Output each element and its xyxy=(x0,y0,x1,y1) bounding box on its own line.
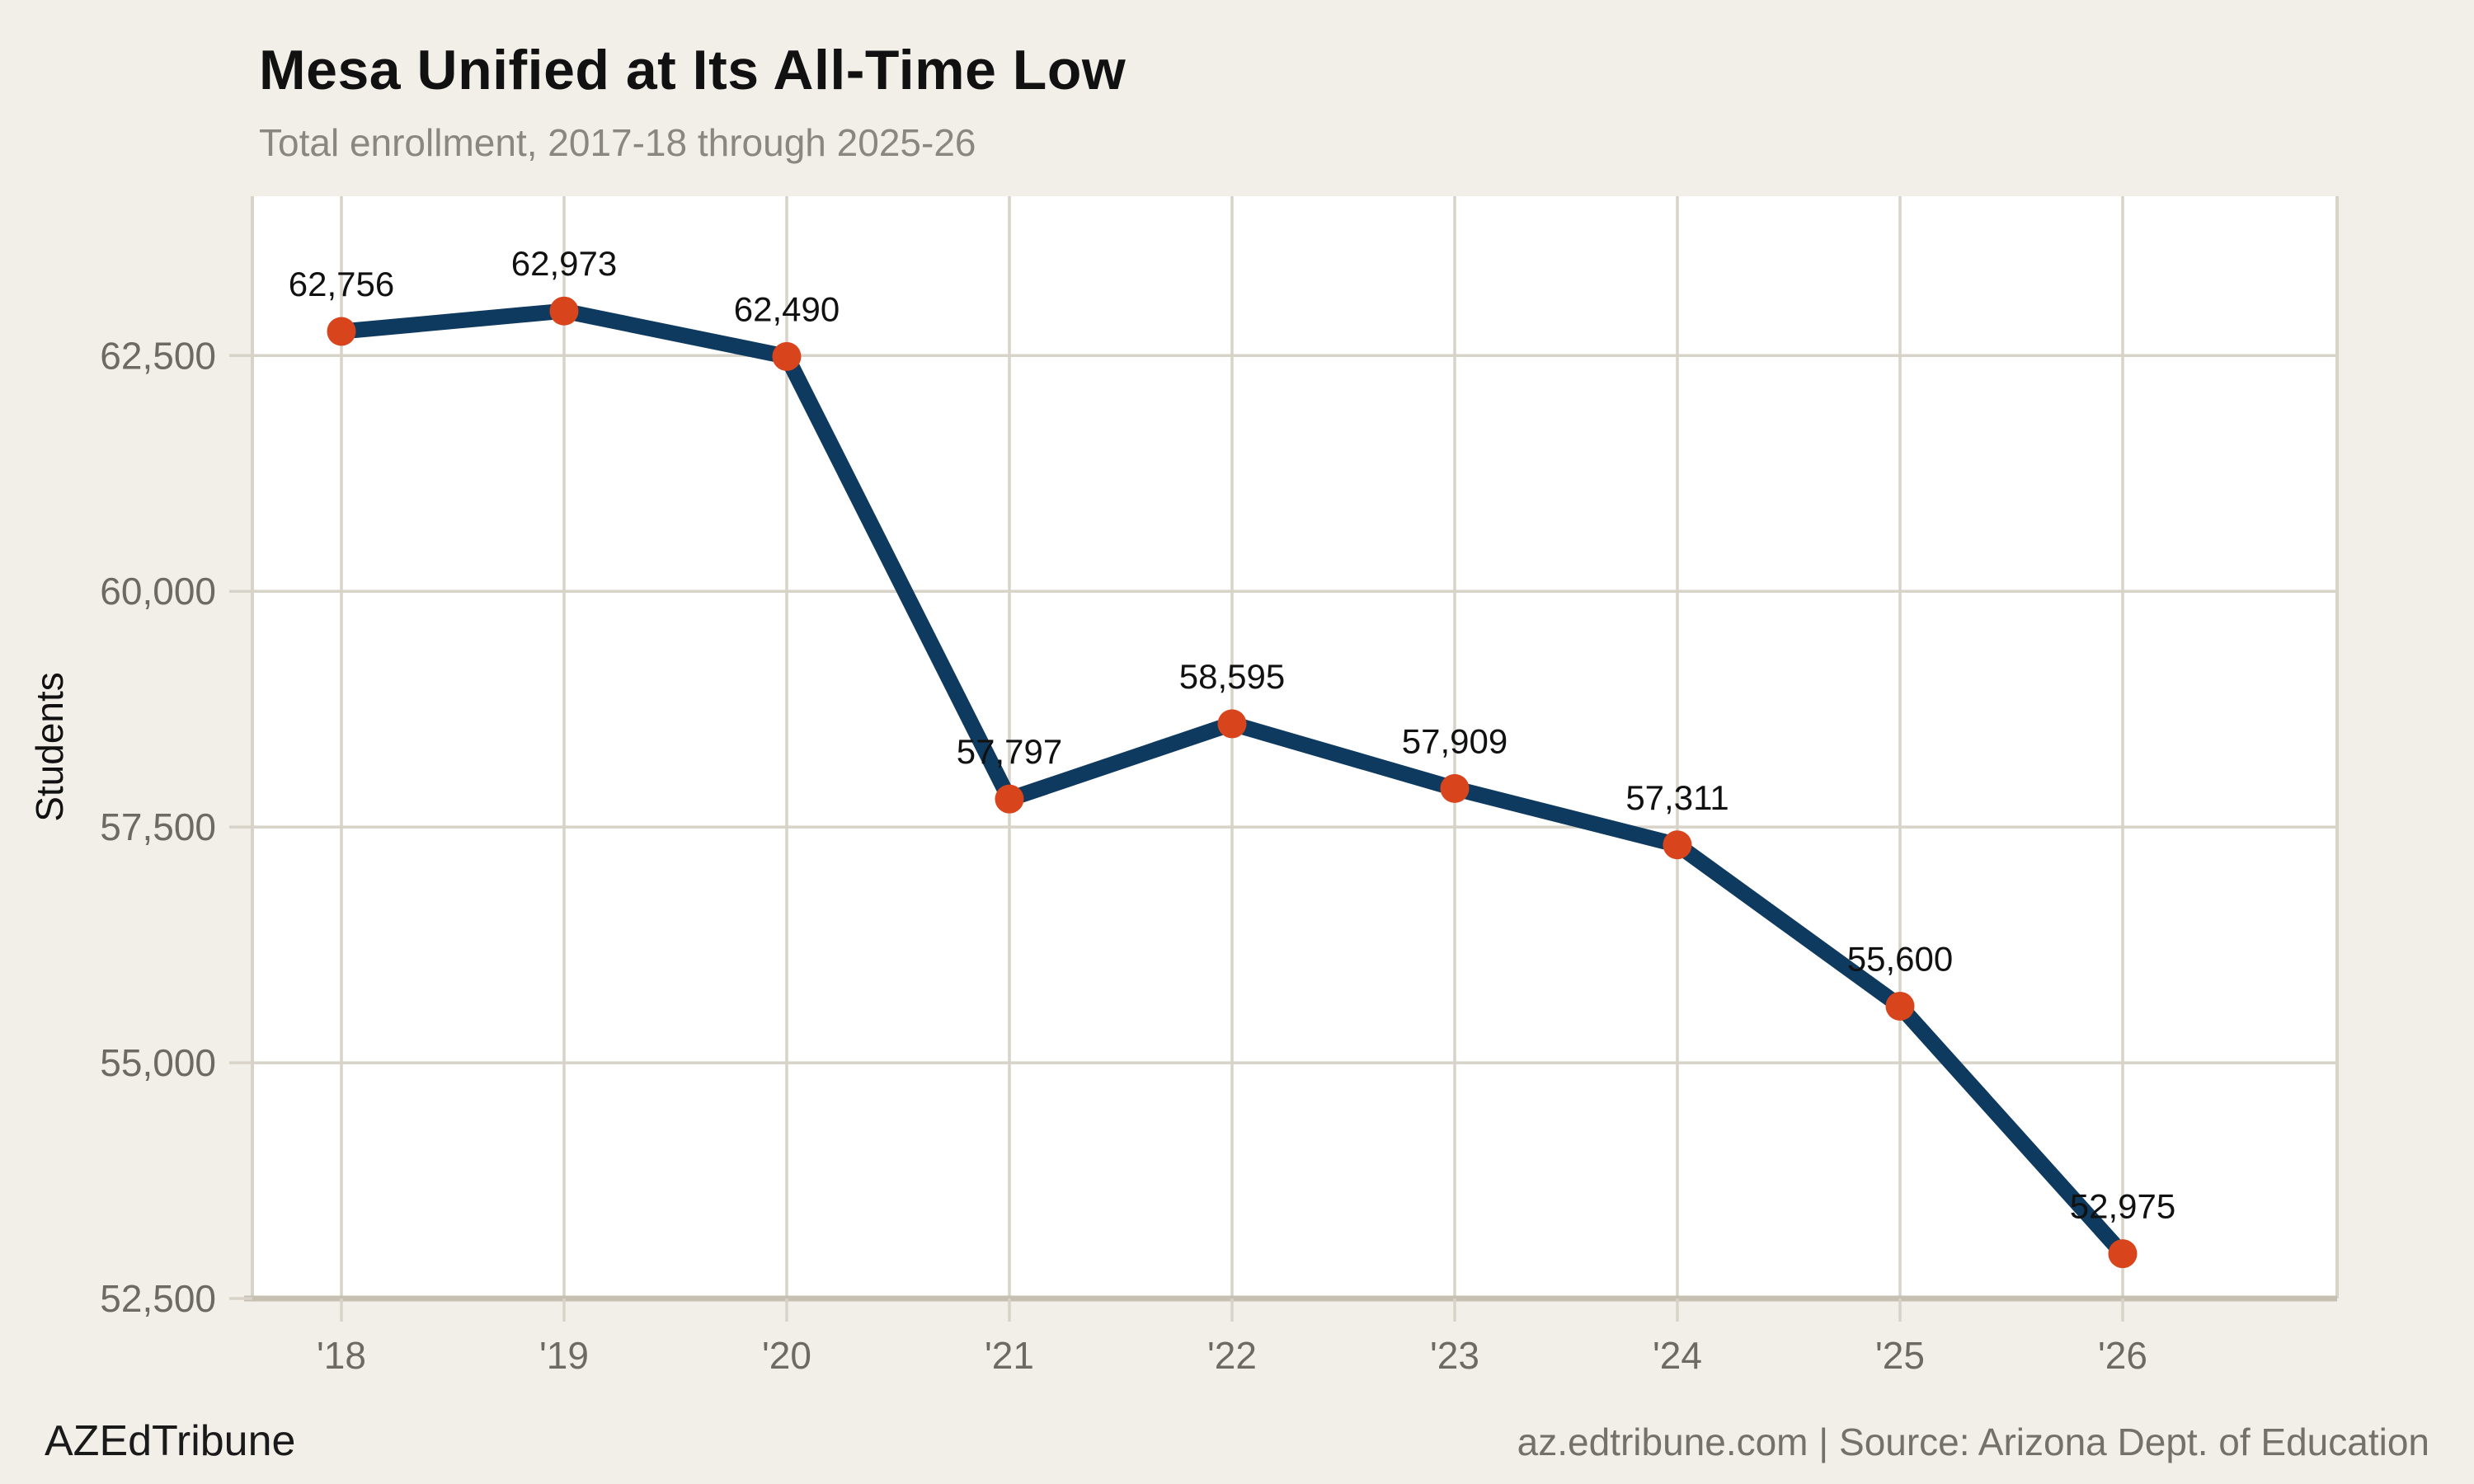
y-tick-label: 62,500 xyxy=(100,334,216,377)
chart-subtitle: Total enrollment, 2017-18 through 2025-2… xyxy=(259,121,976,164)
x-tick-label: '24 xyxy=(1653,1334,1702,1377)
data-point xyxy=(995,784,1024,814)
data-point-label: 57,909 xyxy=(1402,721,1507,760)
data-point xyxy=(2108,1239,2138,1269)
x-tick-label: '23 xyxy=(1430,1334,1479,1377)
data-point xyxy=(772,341,802,371)
footer-source: az.edtribune.com | Source: Arizona Dept.… xyxy=(1517,1421,2429,1463)
data-point xyxy=(549,296,579,326)
data-point xyxy=(1663,830,1692,860)
y-tick-label: 57,500 xyxy=(100,805,216,848)
data-point xyxy=(1217,709,1247,739)
x-tick-label: '20 xyxy=(762,1334,811,1377)
x-tick-label: '19 xyxy=(539,1334,589,1377)
x-tick-label: '21 xyxy=(985,1334,1034,1377)
data-point xyxy=(1440,773,1470,803)
data-point-label: 55,600 xyxy=(1847,939,1953,978)
data-point-label: 52,975 xyxy=(2070,1187,2175,1226)
x-tick-label: '18 xyxy=(317,1334,366,1377)
x-tick-label: '25 xyxy=(1875,1334,1925,1377)
y-tick-label: 55,000 xyxy=(100,1041,216,1084)
data-point-label: 62,973 xyxy=(511,244,617,283)
data-point-label: 58,595 xyxy=(1179,657,1285,696)
data-point-label: 57,311 xyxy=(1625,778,1729,817)
data-point xyxy=(1885,991,1915,1021)
x-tick-label: '26 xyxy=(2098,1334,2147,1377)
footer-brand: AZEdTribune xyxy=(45,1417,296,1465)
y-tick-label: 52,500 xyxy=(100,1277,216,1320)
x-tick-label: '22 xyxy=(1207,1334,1257,1377)
chart-title: Mesa Unified at Its All-Time Low xyxy=(259,39,1126,101)
data-point-label: 62,490 xyxy=(734,289,840,328)
y-tick-label: 60,000 xyxy=(100,570,216,613)
data-point-label: 57,797 xyxy=(957,732,1062,771)
data-point xyxy=(327,317,356,346)
data-point-label: 62,756 xyxy=(289,265,394,303)
